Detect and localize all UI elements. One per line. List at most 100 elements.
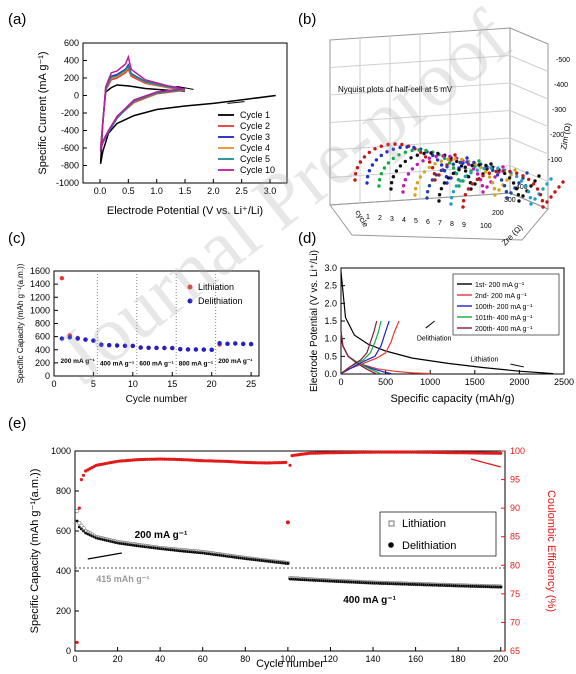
x-tick-label: 2 (378, 215, 382, 222)
nyquist-point (430, 178, 435, 182)
nyquist-point (461, 199, 466, 203)
nyquist-point (353, 172, 358, 176)
nyquist-point (475, 177, 479, 182)
nyquist-point (427, 156, 431, 160)
nyquist-point (389, 187, 393, 191)
nyquist-point (533, 179, 537, 183)
nyquist-point (469, 187, 473, 191)
legend: Lithiation Delithiation (379, 511, 497, 557)
data-point (74, 508, 80, 514)
y-tick-label: 400 (64, 56, 79, 66)
nyquist-point (373, 147, 377, 151)
data-point (193, 347, 199, 352)
nyquist-point (494, 169, 498, 174)
nyquist-point (501, 169, 505, 173)
x-tick-label: 10 (128, 379, 138, 389)
nyquist-point (505, 196, 509, 200)
nyquist-point (531, 182, 536, 186)
y-tick-label: 800 (35, 319, 50, 329)
data-point (409, 450, 413, 454)
nyquist-point (496, 166, 500, 171)
nyquist-point (514, 187, 519, 191)
nyquist-point (487, 175, 492, 179)
y-tick-label: 600 (64, 38, 79, 48)
nyquist-point (481, 174, 485, 178)
nyquist-point (541, 187, 545, 191)
x-tick-label: 120 (323, 654, 338, 664)
data-point (241, 341, 246, 347)
panel-b: Nyquist plots of half-cell at 5 mV -500 -4… (329, 27, 573, 247)
nyquist-point (490, 181, 495, 185)
legend-entry: Cycle 1 (240, 110, 270, 120)
nyquist-point (454, 172, 459, 176)
data-point (328, 451, 332, 455)
nyquist-point (437, 193, 442, 197)
nyquist-point (451, 162, 455, 166)
nyquist-point (365, 181, 369, 185)
chart-title: Nyquist plots of half-cell at 5 mV (338, 85, 453, 94)
nyquist-point (439, 159, 443, 163)
x-tick-label: 8 (450, 221, 454, 228)
nyquist-point (463, 169, 468, 173)
nyquist-point (379, 144, 383, 148)
data-point (445, 451, 450, 455)
nyquist-point (528, 196, 533, 200)
data-point (373, 450, 377, 454)
nyquist-point (521, 174, 525, 178)
y-tick-label: 3.0 (324, 263, 337, 273)
x-tick-label: 0 (51, 379, 56, 389)
rate-label: 400 mA g⁻¹ (100, 361, 134, 368)
nyquist-point (529, 184, 533, 188)
nyquist-point (353, 178, 357, 182)
nyquist-point (374, 158, 379, 162)
nyquist-point (415, 162, 419, 167)
y-tick-label: 400 (516, 184, 528, 191)
nyquist-point (401, 184, 406, 188)
data-point (285, 520, 290, 525)
x-tick-label: 0 (338, 377, 343, 387)
y-tick-label: 80 (510, 560, 520, 570)
x-tick-label: 25 (246, 379, 256, 389)
x-tick-label: 2000 (509, 377, 529, 387)
x-tick-label: 140 (366, 654, 381, 664)
nyquist-point (441, 154, 445, 158)
y2-axis-label: Coulombic Efficiency (%) (545, 490, 557, 612)
y-tick-label: 200 (56, 606, 71, 616)
legend: 1st- 200 mA g⁻¹ 2nd- 200 mA g⁻¹ 100th- 200… (452, 273, 560, 336)
y-axis-label: Specific Capacity (mAh g⁻¹(a.m.)) (29, 469, 41, 634)
nyquist-point (436, 151, 440, 156)
legend: Lithiation Delithiation (187, 282, 243, 306)
nyquist-point (503, 171, 507, 176)
nyquist-point (449, 196, 454, 200)
panel-d: 0 500 1000 1500 2000 2500 0.0 0.5 1.0 1.5 2.0 2.5 3.… (309, 250, 574, 405)
nyquist-point (513, 168, 517, 172)
data-point (313, 451, 318, 455)
y-tick-label: 200 (64, 73, 79, 83)
nyquist-point (367, 150, 371, 155)
nyquist-point (499, 178, 504, 182)
data-point (164, 457, 169, 461)
x-tick-label: 1 (366, 214, 370, 221)
x-tick-label: 7 (438, 220, 442, 227)
nyquist-point (493, 193, 497, 197)
nyquist-point (451, 190, 456, 194)
nyquist-point (418, 175, 423, 179)
data-point (59, 336, 65, 341)
y-tick-label: 0.5 (324, 351, 337, 361)
legend-swatch (388, 542, 394, 548)
nyquist-point (511, 181, 516, 185)
data-point (424, 450, 428, 454)
nyquist-point (400, 142, 404, 147)
data-point (484, 451, 488, 455)
data-point (343, 450, 347, 455)
x-tick-label: 500 (378, 377, 393, 387)
grid-line (509, 110, 549, 127)
y-tick-label: 200 (492, 210, 504, 217)
nyquist-point (446, 157, 450, 162)
x-axis-label: Cycle number (126, 394, 188, 405)
nyquist-point (549, 177, 553, 181)
z-tick-label: -200 (550, 132, 564, 139)
arrow (470, 458, 501, 468)
y-tick-label: 95 (510, 475, 520, 485)
x-tick-label: 5 (414, 218, 418, 225)
